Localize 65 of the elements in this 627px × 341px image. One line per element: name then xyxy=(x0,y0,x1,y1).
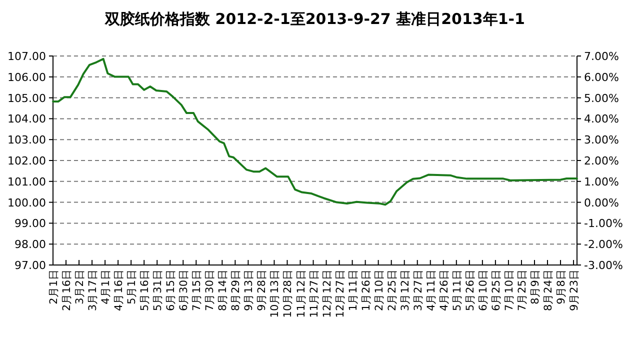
y-tick-label: 99.00 xyxy=(14,217,46,230)
x-tick-label: 8月14日 xyxy=(217,269,230,312)
x-tick-label: 2月25日 xyxy=(386,269,398,312)
y2-tick-label: 7.00% xyxy=(584,50,619,63)
y-tick-label: 105.00 xyxy=(8,92,46,105)
x-tick-label: 5月16日 xyxy=(139,269,152,312)
x-tick-label: 1月26日 xyxy=(360,269,372,312)
x-tick-label: 4月26日 xyxy=(438,269,450,312)
x-tick-label: 3月27日 xyxy=(412,269,424,312)
x-tick-label: 8月24日 xyxy=(542,269,555,312)
x-tick-label: 7月30日 xyxy=(204,269,216,312)
x-tick-label: 3月17日 xyxy=(87,269,100,312)
x-tick-label: 3月12日 xyxy=(399,269,412,312)
x-tick-label: 9月23日 xyxy=(568,269,581,312)
x-tick-label: 5月31日 xyxy=(152,269,164,312)
x-tick-label: 1月11日 xyxy=(347,269,360,312)
y-tick-label: 102.00 xyxy=(8,154,46,168)
y-tick-label: 107.00 xyxy=(8,50,46,63)
y2-tick-label: 4.00% xyxy=(584,112,619,126)
x-tick-label: 12月27日 xyxy=(334,269,346,318)
x-tick-label: 4月16日 xyxy=(113,269,126,312)
x-tick-label: 5月1日 xyxy=(126,269,138,304)
chart-title: 双胶纸价格指数 2012-2-1至2013-9-27 基准日2013年1-1 xyxy=(104,10,525,28)
x-tick-label: 7月25日 xyxy=(516,269,528,312)
x-tick-label: 6月25日 xyxy=(490,269,502,312)
x-tick-label: 9月28日 xyxy=(256,269,268,312)
x-tick-label: 4月1日 xyxy=(100,269,112,304)
y2-tick-label: 5.00% xyxy=(584,92,619,105)
x-tick-label: 6月10日 xyxy=(477,269,490,312)
y2-tick-label: 3.00% xyxy=(584,134,619,147)
y-tick-label: 106.00 xyxy=(8,70,46,84)
y2-tick-label: -3.00% xyxy=(584,259,623,272)
x-tick-label: 2月1日 xyxy=(48,269,60,304)
y-tick-label: 98.00 xyxy=(14,238,46,252)
x-tick-label: 10月28日 xyxy=(282,269,294,318)
x-tick-label: 7月10日 xyxy=(503,269,516,312)
x-tick-label: 11月27日 xyxy=(308,269,320,318)
y2-tick-label: 6.00% xyxy=(584,70,619,84)
x-tick-label: 2月16日 xyxy=(61,269,74,312)
x-tick-label: 8月29日 xyxy=(230,269,242,312)
x-tick-label: 3月2日 xyxy=(74,269,86,304)
y-tick-label: 103.00 xyxy=(8,134,46,147)
x-tick-label: 8月9日 xyxy=(529,269,542,304)
y-tick-label: 100.00 xyxy=(8,196,46,210)
x-tick-label: 7月15日 xyxy=(191,269,204,312)
x-tick-label: 5月11日 xyxy=(451,269,464,312)
x-tick-label: 2月10日 xyxy=(373,269,386,312)
y2-tick-label: 1.00% xyxy=(584,175,619,188)
y2-tick-label: 2.00% xyxy=(584,154,619,168)
x-tick-label: 6月15日 xyxy=(165,269,178,312)
y2-tick-label: -2.00% xyxy=(584,238,623,252)
y2-tick-label: 0.00% xyxy=(584,196,619,210)
line-series xyxy=(52,58,578,206)
x-tick-label: 9月13日 xyxy=(243,269,256,312)
x-tick-label: 12月12日 xyxy=(321,269,334,318)
x-tick-label: 10月13日 xyxy=(269,269,282,318)
x-tick-label: 4月11日 xyxy=(425,269,438,312)
x-tick-label: 11月12日 xyxy=(295,269,308,318)
x-tick-label: 6月30日 xyxy=(178,269,190,312)
y-tick-label: 97.00 xyxy=(14,259,46,272)
y-tick-label: 104.00 xyxy=(8,112,46,126)
x-tick-label: 5月26日 xyxy=(464,269,476,312)
x-tick-label: 9月8日 xyxy=(556,269,568,304)
y2-tick-label: -1.00% xyxy=(584,217,623,230)
y-tick-label: 101.00 xyxy=(8,175,46,188)
